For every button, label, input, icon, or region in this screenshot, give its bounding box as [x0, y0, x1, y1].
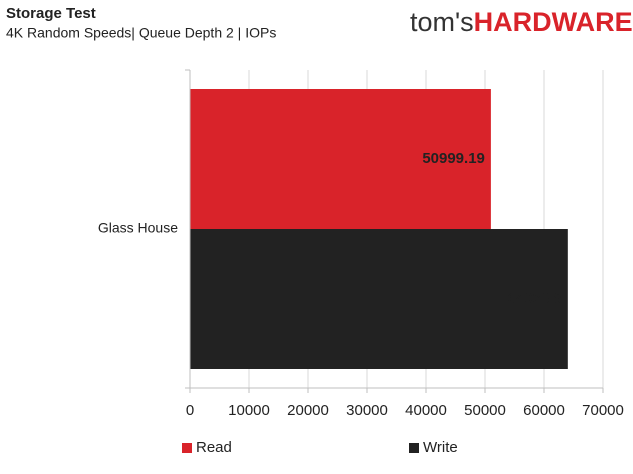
brand-prefix: tom's	[410, 7, 474, 37]
x-tick-label: 70000	[582, 402, 624, 419]
bar	[190, 229, 568, 369]
x-tick-label: 0	[186, 402, 194, 419]
legend-swatch	[182, 443, 192, 453]
legend-swatch	[409, 443, 419, 453]
x-tick-label: 60000	[523, 402, 565, 419]
brand-logo: tom'sHARDWARE	[410, 7, 633, 37]
x-tick-label: 10000	[228, 402, 270, 419]
x-tick-label: 50000	[464, 402, 506, 419]
bar	[190, 89, 491, 229]
x-tick-label: 20000	[287, 402, 329, 419]
data-label: 64036.8	[508, 290, 562, 307]
data-label: 50999.19	[422, 150, 485, 167]
chart-subtitle: 4K Random Speeds| Queue Depth 2 | IOPs	[6, 25, 276, 41]
x-tick-label: 40000	[405, 402, 447, 419]
brand-suffix: HARDWARE	[474, 7, 633, 37]
x-tick-label: 30000	[346, 402, 388, 419]
legend-label: Read	[196, 439, 232, 456]
y-tick-label: Glass House	[98, 220, 178, 236]
legend-label: Write	[423, 439, 458, 456]
chart-title: Storage Test	[6, 5, 96, 22]
